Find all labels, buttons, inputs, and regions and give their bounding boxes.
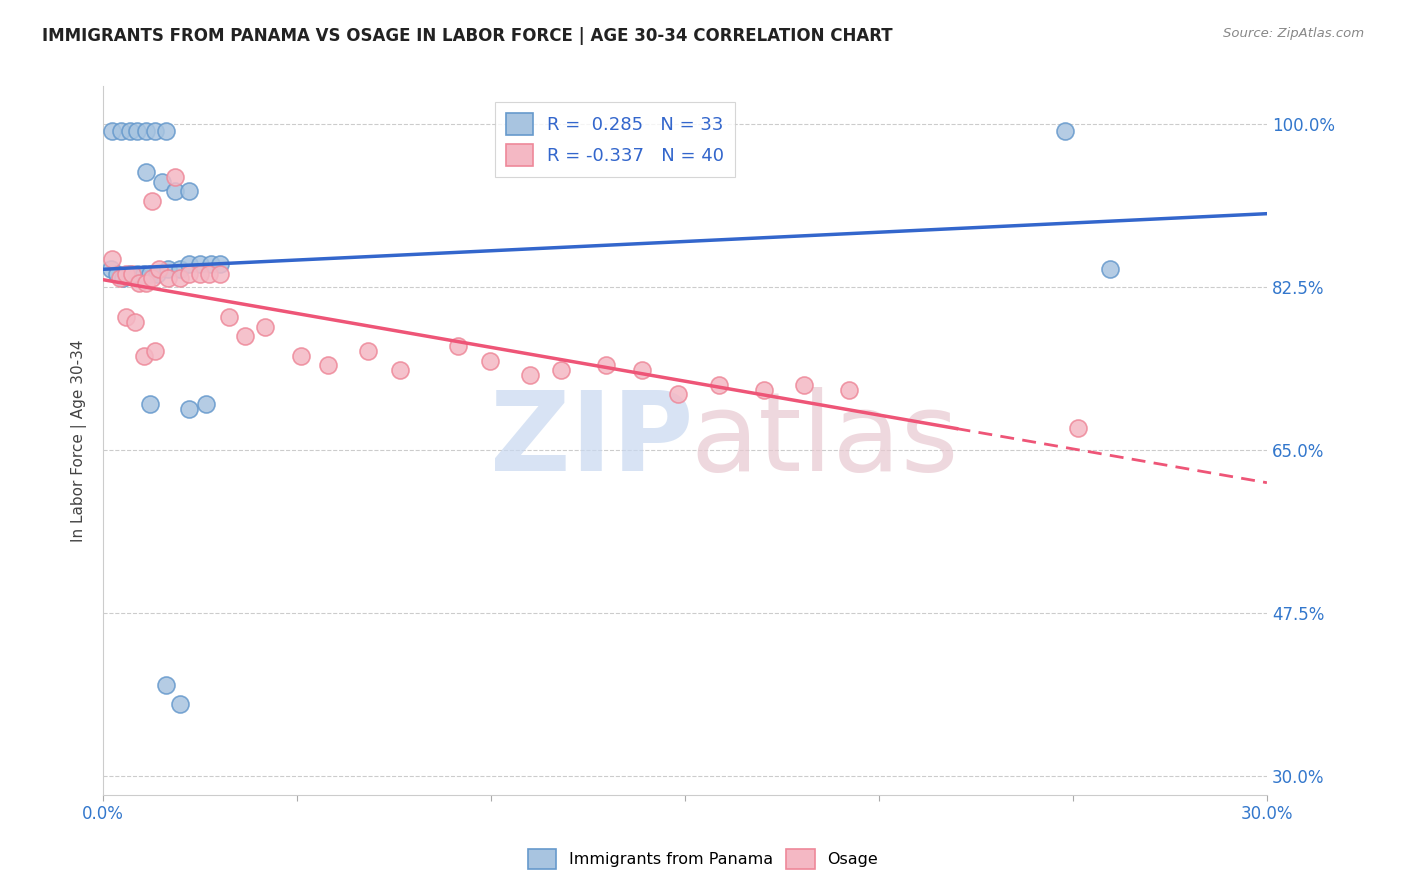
Point [233, 329, 256, 343]
Point [128, 277, 150, 291]
Point [177, 401, 200, 416]
Point [707, 377, 730, 392]
Point [132, 267, 155, 281]
Point [100, 261, 122, 276]
Point [208, 267, 231, 281]
Point [316, 359, 339, 373]
Point [668, 387, 690, 401]
Point [478, 353, 501, 368]
Point [163, 185, 186, 199]
Point [155, 677, 177, 691]
Legend: R =  0.285   N = 33, R = -0.337   N = 40: R = 0.285 N = 33, R = -0.337 N = 40 [495, 103, 735, 178]
Text: IMMIGRANTS FROM PANAMA VS OSAGE IN LABOR FORCE | AGE 30-34 CORRELATION CHART: IMMIGRANTS FROM PANAMA VS OSAGE IN LABOR… [42, 27, 893, 45]
Point [105, 267, 128, 281]
Point [177, 267, 200, 281]
Text: Source: ZipAtlas.com: Source: ZipAtlas.com [1223, 27, 1364, 40]
Point [169, 261, 191, 276]
Point [169, 697, 191, 711]
Point [108, 271, 131, 285]
Point [101, 124, 124, 138]
Point [218, 310, 240, 324]
Point [752, 383, 775, 397]
Point [143, 343, 166, 358]
Legend: Immigrants from Panama, Osage: Immigrants from Panama, Osage [522, 843, 884, 875]
Point [111, 271, 134, 285]
Point [139, 397, 162, 411]
Point [163, 169, 186, 184]
Point [124, 315, 146, 329]
Point [135, 277, 157, 291]
Point [1098, 261, 1121, 276]
Point [595, 359, 617, 373]
Point [118, 124, 141, 138]
Point [121, 267, 143, 281]
Point [148, 261, 170, 276]
Point [188, 257, 211, 271]
Point [114, 267, 136, 281]
Point [143, 124, 166, 138]
Point [290, 349, 312, 363]
Point [141, 271, 163, 285]
Point [155, 124, 177, 138]
Point [447, 339, 470, 353]
Point [1067, 421, 1090, 435]
Point [150, 175, 173, 189]
Point [357, 343, 380, 358]
Point [110, 124, 132, 138]
Point [118, 267, 141, 281]
Point [253, 319, 276, 334]
Point [188, 267, 211, 281]
Point [132, 349, 155, 363]
Point [139, 267, 162, 281]
Text: atlas: atlas [690, 387, 959, 494]
Point [550, 363, 572, 377]
Point [195, 397, 218, 411]
Point [156, 271, 179, 285]
Point [198, 267, 221, 281]
Point [146, 267, 169, 281]
Point [177, 257, 200, 271]
Point [631, 363, 654, 377]
Text: ZIP: ZIP [491, 387, 693, 494]
Point [169, 271, 191, 285]
Point [135, 124, 157, 138]
Point [177, 185, 200, 199]
Point [156, 261, 179, 276]
Point [1053, 124, 1076, 138]
Point [135, 165, 157, 179]
Point [388, 363, 411, 377]
Point [141, 194, 163, 208]
Y-axis label: In Labor Force | Age 30-34: In Labor Force | Age 30-34 [72, 340, 87, 542]
Point [114, 310, 136, 324]
Point [838, 383, 860, 397]
Point [519, 368, 541, 382]
Point [127, 124, 149, 138]
Point [793, 377, 815, 392]
Point [125, 267, 148, 281]
Point [208, 257, 231, 271]
Point [101, 252, 124, 266]
Point [200, 257, 222, 271]
